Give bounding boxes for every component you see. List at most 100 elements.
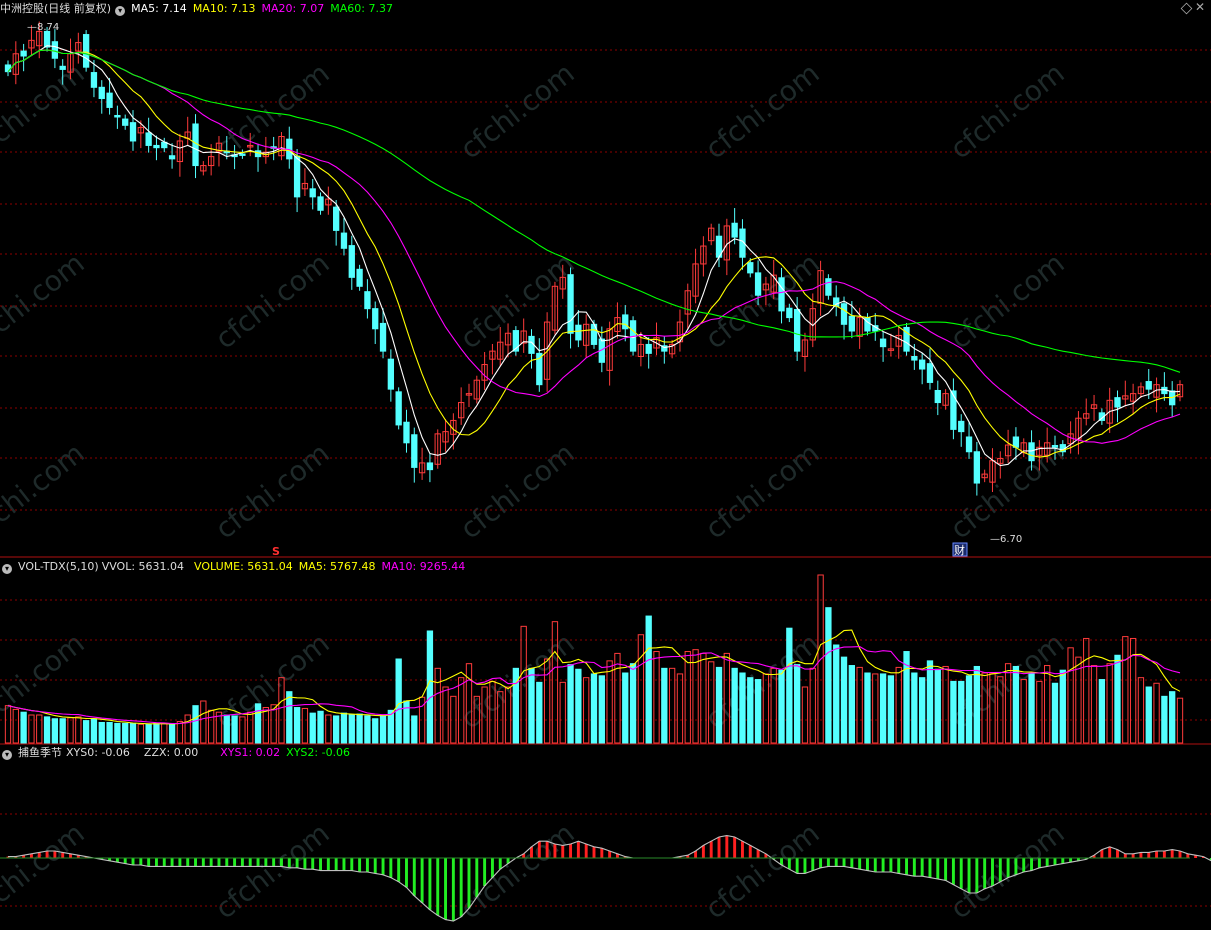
candle-up [247,144,254,148]
volume-bar [192,705,199,744]
volume-bar [278,677,285,744]
volume-bar [887,675,895,744]
volume-bar [153,722,160,744]
candle-down [958,420,965,433]
volume-bar [872,673,879,744]
osc-envelope-line [8,835,1211,922]
moving-average-lines [7,45,1181,467]
osc-indicator-name: 捕鱼季节 [18,746,62,759]
candle-down [20,50,27,57]
candlesticks [4,21,1184,496]
candle-up [1137,386,1145,395]
candle-down [778,277,785,312]
volume-bar [934,668,941,744]
volume-bar [848,665,855,744]
low-price-label: —6.70 [990,534,1022,545]
watermark-text: cfchi.com [454,56,581,165]
annotations: —8.74 —6.70 S 财 [27,22,1022,558]
candle-up [559,276,566,290]
volume-bar [786,627,793,744]
volume-bar [434,667,441,744]
volume-bar [668,667,676,744]
candle-up [762,283,770,291]
volume-bar [1083,637,1090,744]
volume-bar [833,644,840,744]
osc-menu-icon[interactable]: ▾ [2,750,12,760]
candle-down [364,291,371,310]
volume-bar [825,607,832,744]
volume-bar [1098,679,1106,744]
volume-bar [270,704,277,744]
close-icon[interactable]: ✕ [1195,0,1206,14]
vol-indicator-name: VOL-TDX(5,10) [18,560,99,573]
volume-bar [575,668,582,744]
volume-bar [520,625,527,744]
volume-bar [778,669,785,744]
zzx-label: ZZX: 0.00 [143,746,199,759]
indicator-menu-icon[interactable]: ▾ [115,6,126,16]
volume-bar [1137,677,1145,744]
volume-bar [1051,682,1059,744]
volume-bar [817,574,824,744]
candle-down [153,144,160,149]
candle-up [997,457,1004,464]
ma5-line [7,45,1181,467]
volume-bar [51,718,59,744]
candle-down [793,309,801,352]
osc-header: ▾ 捕鱼季节 XYS0: -0.06 ZZX: 0.00 XYS1: 0.02 XYS2:… [0,745,356,761]
volume-bar [965,675,973,744]
candle-up [489,350,496,360]
volume-bar [395,658,402,744]
candle-down [356,268,363,287]
candle-up [637,343,645,358]
volume-bar [333,715,340,744]
candle-up [1122,395,1129,400]
volume-bar [1129,637,1137,744]
volume-bar [864,672,871,744]
ma60-line [7,49,1181,373]
candle-down [926,363,934,383]
candle-up [1004,444,1012,457]
volume-bar [645,615,652,744]
candle-up [137,127,144,134]
volume-bar [481,686,488,744]
volume-bar [754,679,762,744]
volume-bar [653,651,660,744]
candle-up [543,321,551,380]
candle-up [450,419,457,435]
volume-menu-icon[interactable]: ▾ [2,564,12,574]
candle-down [575,324,582,341]
volume-bar [1036,680,1043,744]
volume-bar [801,686,809,744]
candle-down [965,436,973,453]
volume-bar [82,720,90,744]
volume-bar [543,658,551,744]
candle-down [293,155,301,198]
candle-down [1051,444,1059,448]
candle-down [754,272,762,296]
candle-up [36,30,43,47]
candle-down [379,322,387,352]
candle-down [833,297,840,307]
candle-down [911,356,918,361]
candle-down [348,245,355,278]
candle-down [903,326,910,352]
volume-bar [1169,691,1176,744]
candle-down [82,34,90,68]
volume-bar [12,708,19,744]
volume-bar [364,715,371,744]
volume-bar [301,707,309,744]
vol-ma5-label: MA5: 5767.48 [298,560,376,573]
candle-down [879,338,887,348]
volume-bar [36,714,43,744]
candle-up [653,337,660,349]
candle-down [1145,381,1152,390]
ma10-label: MA10: 7.13 [192,2,256,15]
candle-up [895,334,902,347]
candle-up [887,348,895,351]
xys1-label: XYS1: 0.02 [220,746,281,759]
volume-bar [997,676,1004,744]
candle-down [340,232,348,249]
volume-bar [606,660,613,744]
